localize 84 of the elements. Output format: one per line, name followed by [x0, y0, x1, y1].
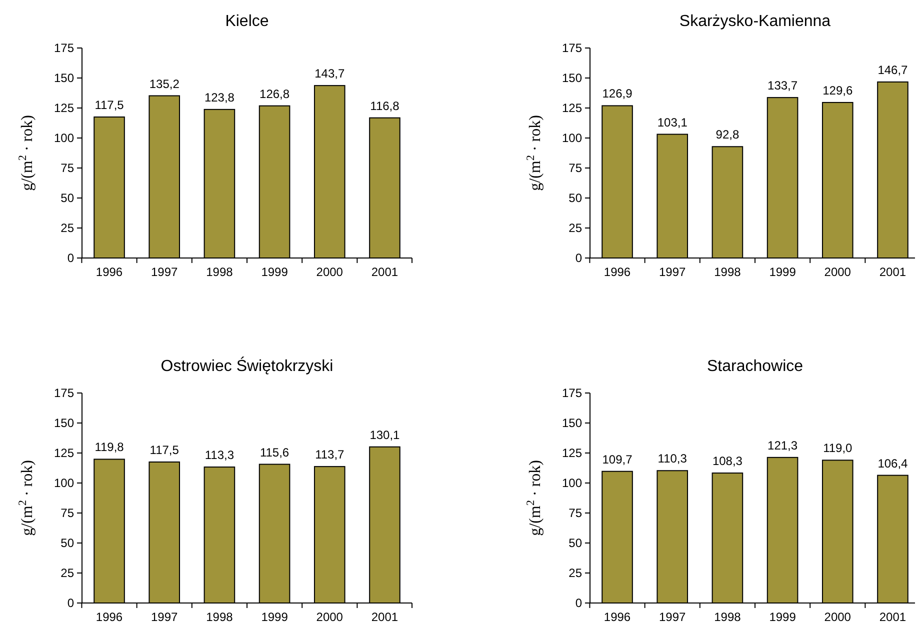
chart-title: Starachowice: [706, 358, 804, 375]
data-label: 133,7: [768, 78, 798, 93]
data-label: 135,2: [149, 76, 180, 91]
x-tick-label: 1998: [206, 265, 234, 279]
y-tick-label: 0: [67, 251, 74, 266]
y-tick-label: 150: [54, 71, 74, 86]
data-label: 126,8: [260, 86, 290, 101]
y-tick-label: 50: [60, 191, 74, 206]
x-tick-label: 2000: [316, 265, 344, 279]
x-tick-label: 1996: [604, 610, 631, 624]
x-tick-label: 1996: [96, 265, 123, 279]
y-tick-label: 25: [568, 566, 582, 580]
y-tick-label: 25: [568, 221, 582, 236]
y-tick-label: 175: [562, 386, 582, 400]
chart-title: Kielce: [225, 13, 269, 30]
x-tick-label: 1997: [659, 610, 686, 624]
x-tick-label: 1997: [151, 610, 178, 624]
x-tick-label: 1997: [151, 265, 178, 279]
data-label: 115,6: [260, 445, 290, 460]
data-label: 106,4: [878, 456, 908, 470]
x-tick-label: 2001: [371, 610, 398, 624]
data-label: 123,8: [204, 90, 235, 104]
data-label: 117,5: [150, 443, 180, 457]
y-tick-label: 75: [568, 161, 582, 176]
y-tick-label: 175: [54, 386, 74, 400]
data-label: 109,7: [602, 452, 633, 466]
x-tick-label: 1999: [261, 610, 288, 624]
x-tick-label: 1999: [769, 265, 796, 279]
x-tick-label: 2001: [371, 265, 398, 279]
y-tick-label: 125: [54, 446, 74, 460]
data-label: 130,1: [370, 428, 400, 442]
x-tick-label: 1999: [769, 610, 796, 624]
x-tick-label: 1996: [604, 265, 631, 279]
x-tick-label: 1998: [714, 265, 742, 279]
y-tick-label: 75: [568, 506, 582, 520]
data-label: 103,1: [657, 115, 688, 130]
y-tick-label: 175: [562, 41, 582, 56]
y-tick-label: 100: [54, 476, 74, 490]
x-tick-label: 1998: [206, 610, 234, 624]
y-tick-label: 150: [562, 416, 582, 430]
y-tick-label: 125: [562, 101, 582, 116]
y-tick-label: 0: [67, 596, 74, 610]
chart-title: Ostrowiec Świętokrzyski: [160, 356, 334, 375]
y-tick-label: 125: [562, 446, 582, 460]
y-tick-label: 50: [568, 536, 582, 550]
y-tick-label: 50: [60, 536, 74, 550]
data-label: 117,5: [94, 98, 124, 112]
data-label: 92,8: [716, 128, 740, 142]
data-label: 119,0: [823, 441, 853, 456]
data-label: 126,9: [602, 86, 633, 101]
x-tick-label: 1996: [96, 610, 123, 624]
y-tick-label: 25: [60, 221, 74, 236]
data-label: 121,3: [768, 438, 798, 452]
x-tick-label: 1997: [659, 265, 686, 279]
chart-title: Skarżysko-Kamienna: [679, 13, 831, 30]
y-tick-label: 125: [54, 101, 74, 116]
x-tick-label: 2000: [824, 610, 852, 624]
data-label: 113,7: [315, 448, 345, 462]
y-tick-label: 150: [54, 416, 74, 430]
data-label: 143,7: [314, 66, 345, 81]
data-label: 119,8: [94, 440, 124, 454]
y-tick-label: 50: [568, 191, 582, 206]
y-tick-label: 0: [575, 251, 582, 266]
data-label: 113,3: [204, 448, 234, 462]
y-tick-label: 0: [575, 596, 582, 610]
y-tick-label: 100: [54, 131, 74, 146]
x-tick-label: 2000: [824, 265, 852, 279]
data-label: 116,8: [370, 98, 400, 113]
y-tick-label: 175: [54, 41, 74, 56]
x-tick-label: 2000: [316, 610, 344, 624]
data-label: 108,3: [712, 454, 743, 468]
data-label: 110,3: [658, 452, 688, 466]
y-tick-label: 100: [562, 131, 582, 146]
x-tick-label: 1999: [261, 265, 288, 279]
y-tick-label: 100: [562, 476, 582, 490]
data-label: 146,7: [878, 62, 908, 77]
y-tick-label: 75: [60, 161, 74, 176]
y-tick-label: 25: [60, 566, 74, 580]
y-tick-label: 75: [60, 506, 74, 520]
y-tick-label: 150: [562, 71, 582, 86]
x-tick-label: 2001: [879, 265, 906, 279]
data-label: 129,6: [822, 83, 853, 98]
x-tick-label: 2001: [879, 610, 906, 624]
x-tick-label: 1998: [714, 610, 742, 624]
